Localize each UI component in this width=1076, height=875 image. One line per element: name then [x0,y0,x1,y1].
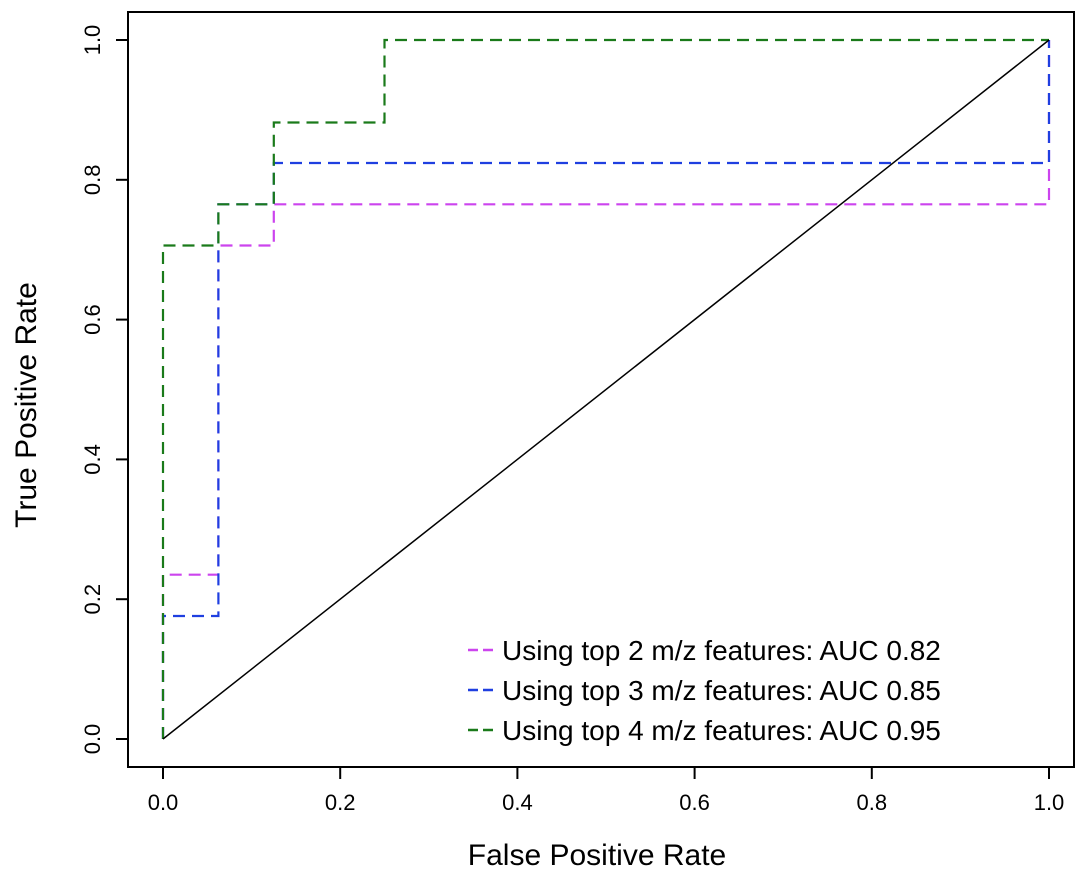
y-axis-label: True Positive Rate [10,282,43,528]
legend: Using top 2 m/z features: AUC 0.82 Using … [468,635,941,746]
y-tick-label: 1.0 [80,25,105,56]
reference-line-group [162,39,1050,740]
x-tick-label: 0.8 [857,790,888,815]
x-tick-label: 0.6 [679,790,710,815]
series-line-3 [161,38,1049,739]
y-tick-label: 0.6 [80,304,105,335]
series-group [161,38,1051,739]
x-tick-label: 0.0 [148,790,179,815]
y-tick-label: 0.2 [80,584,105,615]
y-axis: 0.0 0.2 0.4 0.6 0.8 1.0 [80,25,128,755]
y-tick-label: 0.0 [80,724,105,755]
y-tick-label: 0.4 [80,444,105,475]
y-tick-label: 0.8 [80,165,105,196]
legend-label-3: Using top 4 m/z features: AUC 0.95 [502,715,941,746]
reference-diagonal-line [162,39,1050,740]
x-axis-label: False Positive Rate [468,839,726,872]
x-tick-label: 0.4 [502,790,533,815]
x-tick-label: 1.0 [1034,790,1065,815]
legend-label-2: Using top 3 m/z features: AUC 0.85 [502,675,941,706]
legend-label-1: Using top 2 m/z features: AUC 0.82 [502,635,941,666]
x-tick-label: 0.2 [325,790,356,815]
series-line-1 [161,40,1051,739]
plot-frame [127,11,1075,768]
x-axis: 0.0 0.2 0.4 0.6 0.8 1.0 [148,767,1065,815]
